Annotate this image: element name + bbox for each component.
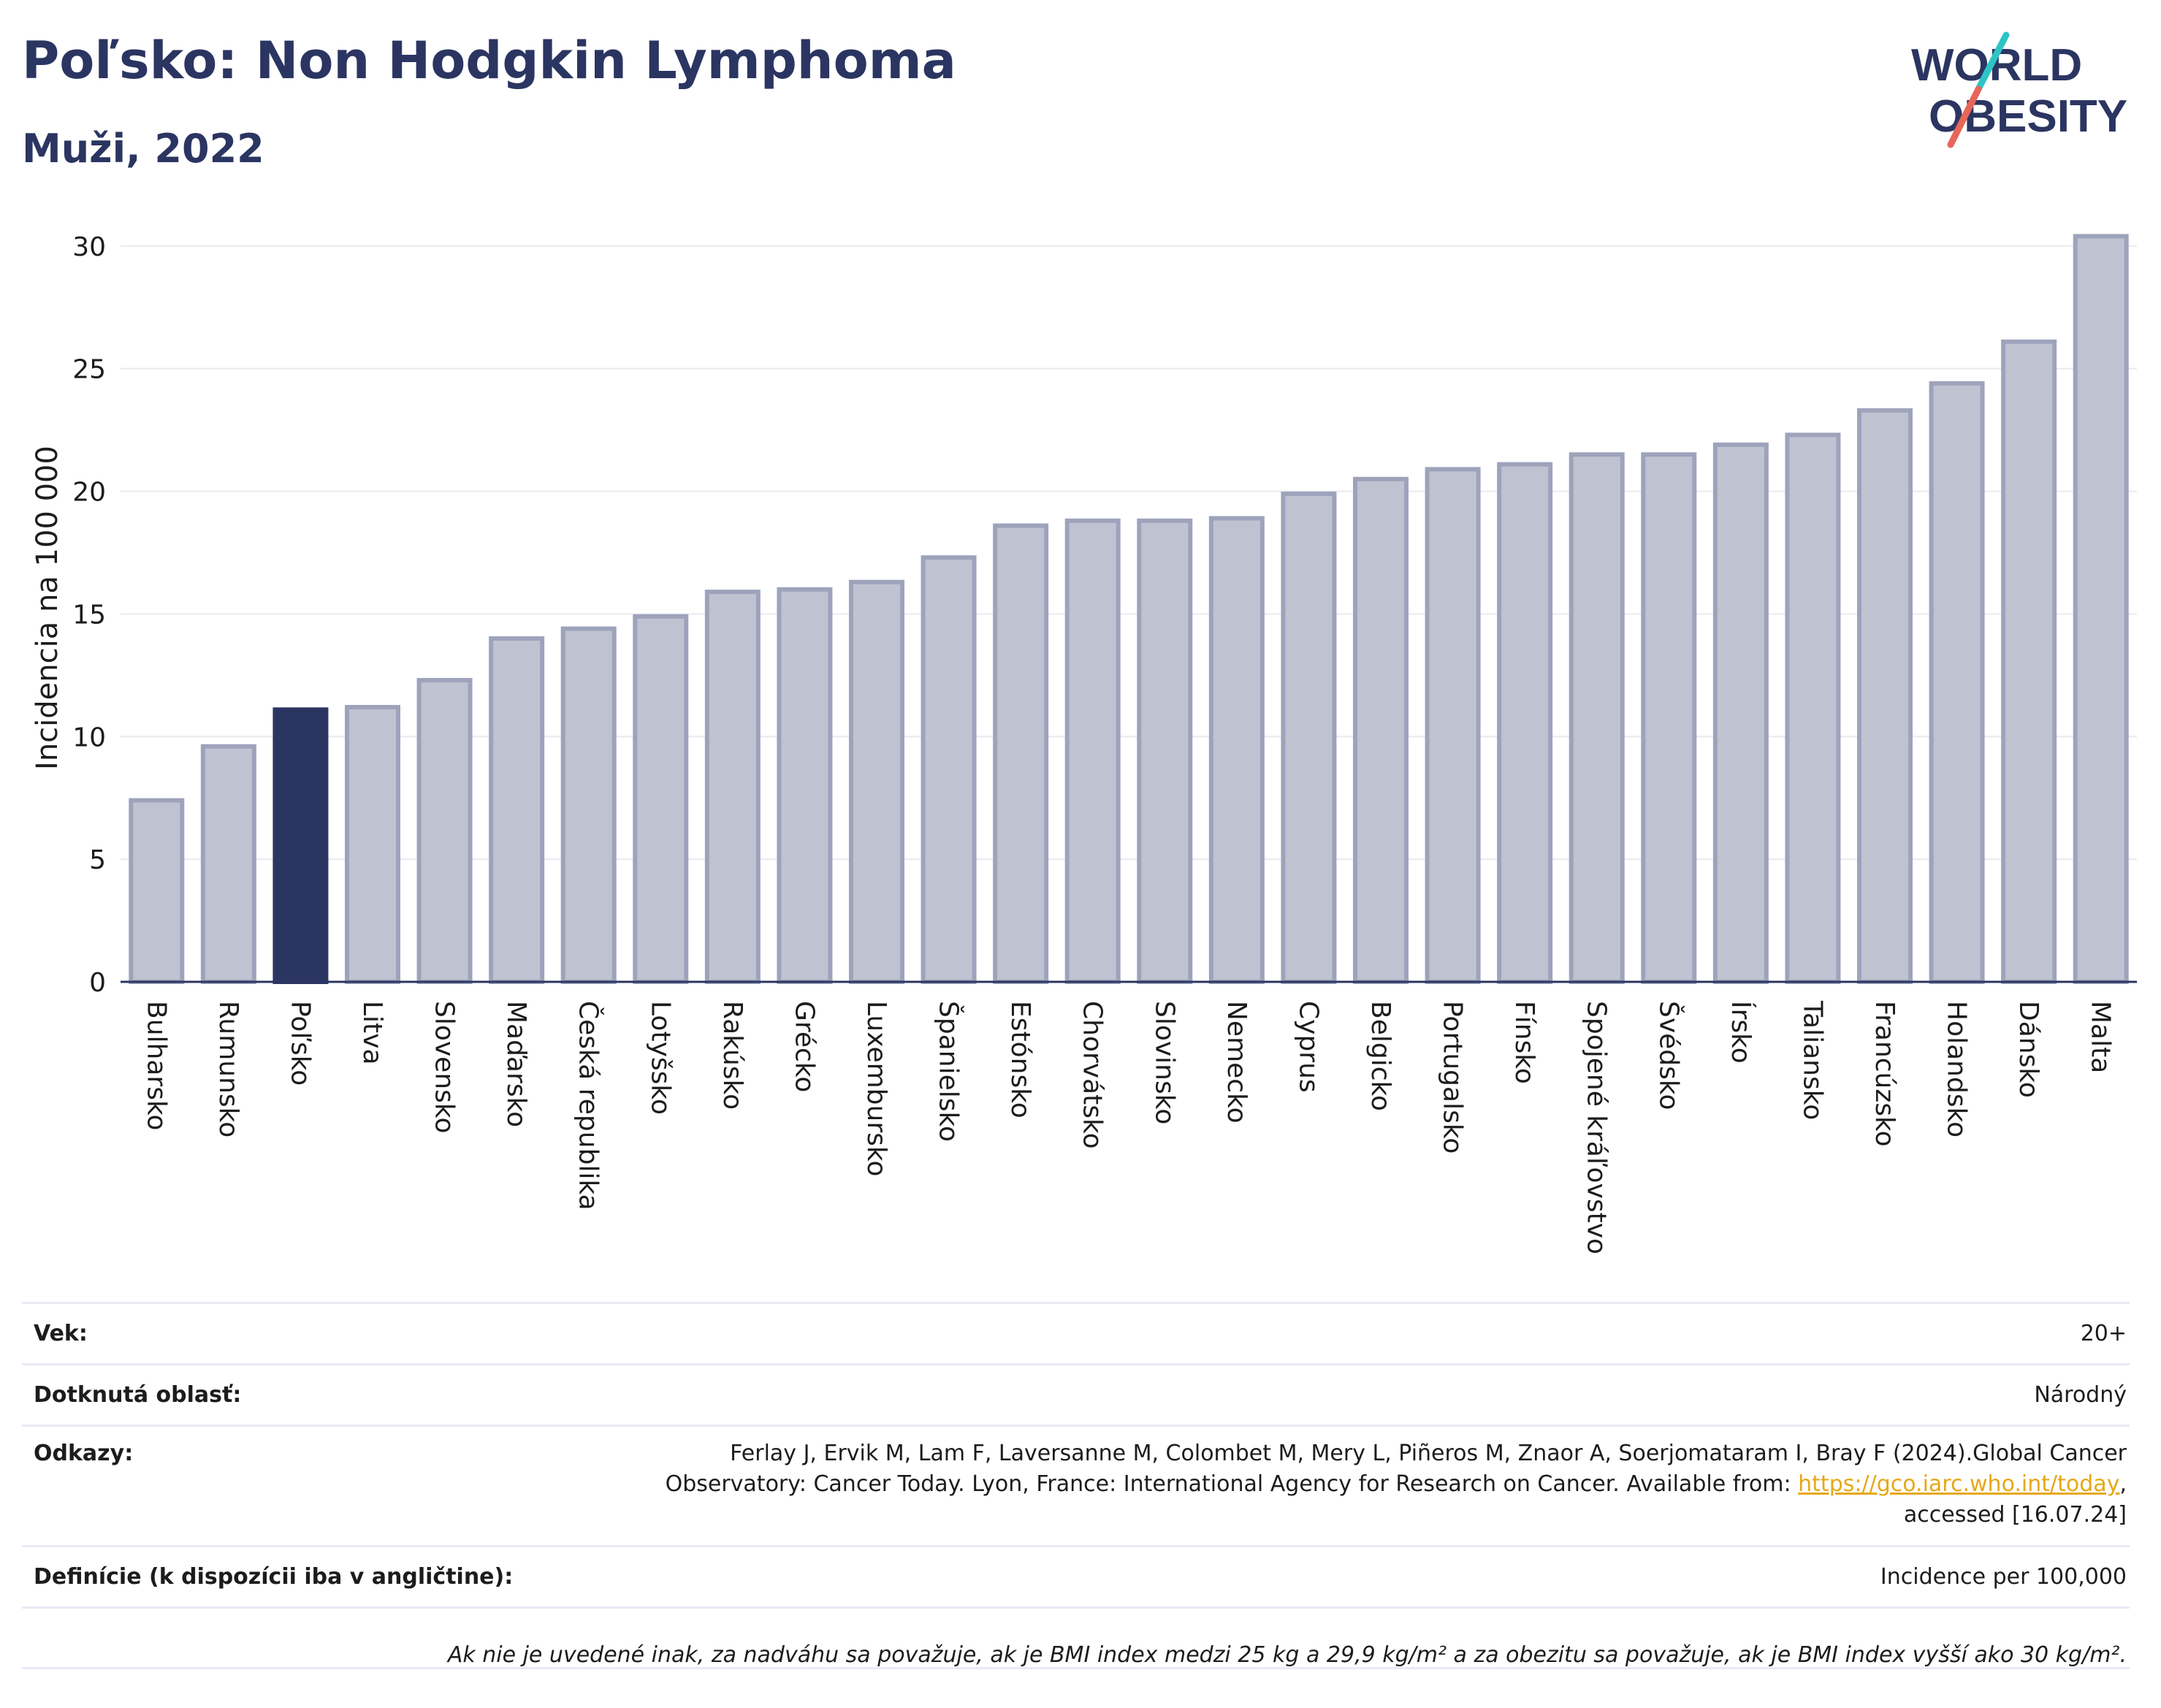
bar-malta bbox=[2073, 234, 2129, 985]
area-value: Národný bbox=[2034, 1382, 2127, 1408]
bar-slovensko bbox=[416, 678, 473, 984]
bar-česká-republika bbox=[560, 626, 617, 984]
logo-slash-top bbox=[1975, 31, 2010, 93]
y-tick-label: 15 bbox=[72, 600, 106, 630]
info-row-definitions: Definície (k dispozícii iba v angličtine… bbox=[22, 1547, 2130, 1609]
bar-dánsko bbox=[2001, 339, 2057, 984]
x-tick-label: Spojené kráľovstvo bbox=[1582, 1001, 1612, 1254]
x-tick-label: Nemecko bbox=[1221, 1001, 1251, 1124]
world-obesity-logo: WORLD OBESITY bbox=[1911, 31, 2127, 148]
area-label: Dotknutá oblasť: bbox=[34, 1382, 242, 1408]
bar-rumunsko bbox=[200, 744, 256, 985]
y-tick-label: 30 bbox=[72, 232, 106, 262]
bar-taliansko bbox=[1785, 432, 1841, 984]
bmi-note: Ak nie je uvedené inak, za nadváhu sa po… bbox=[22, 1609, 2130, 1669]
bar-grécko bbox=[777, 587, 833, 984]
bar-španielsko bbox=[921, 555, 977, 984]
references-link[interactable]: https://gco.iarc.who.int/today bbox=[1798, 1471, 2120, 1497]
bar-francúzsko bbox=[1857, 408, 1913, 984]
bar-nemecko bbox=[1208, 516, 1265, 984]
x-tick-label: Rakúsko bbox=[717, 1001, 747, 1110]
bar-chart: 0 5 10 15 20 25 30 Incidencia na 100 000 Bulhars… bbox=[31, 232, 2137, 1254]
x-tick-label: Švédsko bbox=[1653, 1001, 1684, 1110]
bar-lotyšsko bbox=[633, 614, 689, 984]
y-tick-label: 10 bbox=[72, 723, 106, 752]
y-tick-label: 5 bbox=[89, 845, 106, 875]
x-tick-label: Portugalsko bbox=[1438, 1001, 1468, 1154]
references-value: Ferlay J, Ervik M, Lam F, Laversanne M, … bbox=[666, 1438, 2130, 1530]
age-value: 20+ bbox=[2080, 1321, 2127, 1346]
definitions-value: Incidence per 100,000 bbox=[1880, 1564, 2127, 1590]
x-tick-label: Francúzsko bbox=[1870, 1001, 1899, 1147]
references-line-2-end: , bbox=[2119, 1471, 2127, 1497]
y-tick-label: 0 bbox=[89, 968, 106, 998]
bar-belgicko bbox=[1353, 476, 1409, 984]
references-line-1: Ferlay J, Ervik M, Lam F, Laversanne M, … bbox=[730, 1441, 2127, 1466]
x-tick-label: Slovinsko bbox=[1149, 1001, 1179, 1124]
x-tick-label: Maďarsko bbox=[501, 1001, 531, 1127]
y-tick-label: 25 bbox=[72, 355, 106, 385]
x-tick-label: Chorvátsko bbox=[1078, 1001, 1108, 1149]
references-line-2: Observatory: Cancer Today. Lyon, France:… bbox=[665, 1471, 1791, 1497]
x-tick-label: Írsko bbox=[1726, 1001, 1756, 1064]
x-tick-label: Poľsko bbox=[285, 1001, 315, 1086]
bar-chorvátsko bbox=[1064, 518, 1121, 984]
x-tick-label: Fínsko bbox=[1509, 1001, 1539, 1084]
x-tick-label: Dánsko bbox=[2013, 1001, 2043, 1098]
y-axis-label: Incidencia na 100 000 bbox=[31, 446, 64, 770]
bar-slovinsko bbox=[1137, 518, 1193, 984]
bar-poľsko bbox=[272, 707, 329, 985]
bar-luxembursko bbox=[849, 579, 904, 984]
bar-portugalsko bbox=[1425, 467, 1481, 984]
info-row-age: Vek: 20+ bbox=[22, 1302, 2130, 1365]
bar-švédsko bbox=[1641, 452, 1697, 984]
x-tick-label: Rumunsko bbox=[213, 1001, 243, 1137]
x-tick-label: Holandsko bbox=[1942, 1001, 1972, 1137]
x-tick-label: Taliansko bbox=[1797, 1000, 1827, 1120]
logo-slash-bottom bbox=[1947, 85, 1982, 148]
chart-subtitle: Muži, 2022 bbox=[22, 126, 264, 172]
bar-fínsko bbox=[1497, 462, 1553, 984]
x-tick-label: Cyprus bbox=[1293, 1001, 1323, 1093]
bar-maďarsko bbox=[489, 636, 545, 984]
bar-rakúsko bbox=[704, 590, 761, 984]
x-tick-label: Slovensko bbox=[430, 1001, 460, 1134]
bar-cyprus bbox=[1281, 491, 1337, 984]
bar-holandsko bbox=[1929, 381, 1985, 984]
bar-spojené-kráľovstvo bbox=[1569, 452, 1625, 984]
bar-írsko bbox=[1712, 442, 1769, 984]
bar-litva bbox=[345, 704, 400, 984]
x-tick-label: Španielsko bbox=[934, 1001, 964, 1142]
definitions-label: Definície (k dispozícii iba v angličtine… bbox=[34, 1564, 514, 1590]
references-label: Odkazy: bbox=[34, 1441, 134, 1466]
x-tick-label: Luxembursko bbox=[861, 1001, 891, 1176]
x-tick-label: Litva bbox=[357, 1001, 387, 1065]
info-table: Vek: 20+ Dotknutá oblasť: Národný Odkazy… bbox=[22, 1302, 2130, 1669]
info-row-references: Odkazy: Ferlay J, Ervik M, Lam F, Lavers… bbox=[22, 1427, 2130, 1547]
x-tick-label: Česká republika bbox=[573, 1001, 604, 1211]
x-tick-label: Estónsko bbox=[1005, 1001, 1035, 1118]
age-label: Vek: bbox=[34, 1321, 88, 1346]
info-row-area: Dotknutá oblasť: Národný bbox=[22, 1365, 2130, 1427]
x-tick-label: Belgicko bbox=[1365, 1001, 1395, 1111]
x-tick-label: Grécko bbox=[789, 1001, 819, 1092]
x-tick-label: Bulharsko bbox=[141, 1001, 171, 1131]
bar-estónsko bbox=[993, 523, 1049, 984]
y-tick-label: 20 bbox=[72, 478, 106, 508]
bar-bulharsko bbox=[129, 798, 185, 984]
x-tick-label: Malta bbox=[2086, 1001, 2116, 1073]
references-line-3: accessed [16.07.24] bbox=[1903, 1502, 2127, 1528]
chart-title: Poľsko: Non Hodgkin Lymphoma bbox=[22, 31, 956, 91]
x-tick-label: Lotyšsko bbox=[645, 1001, 675, 1115]
